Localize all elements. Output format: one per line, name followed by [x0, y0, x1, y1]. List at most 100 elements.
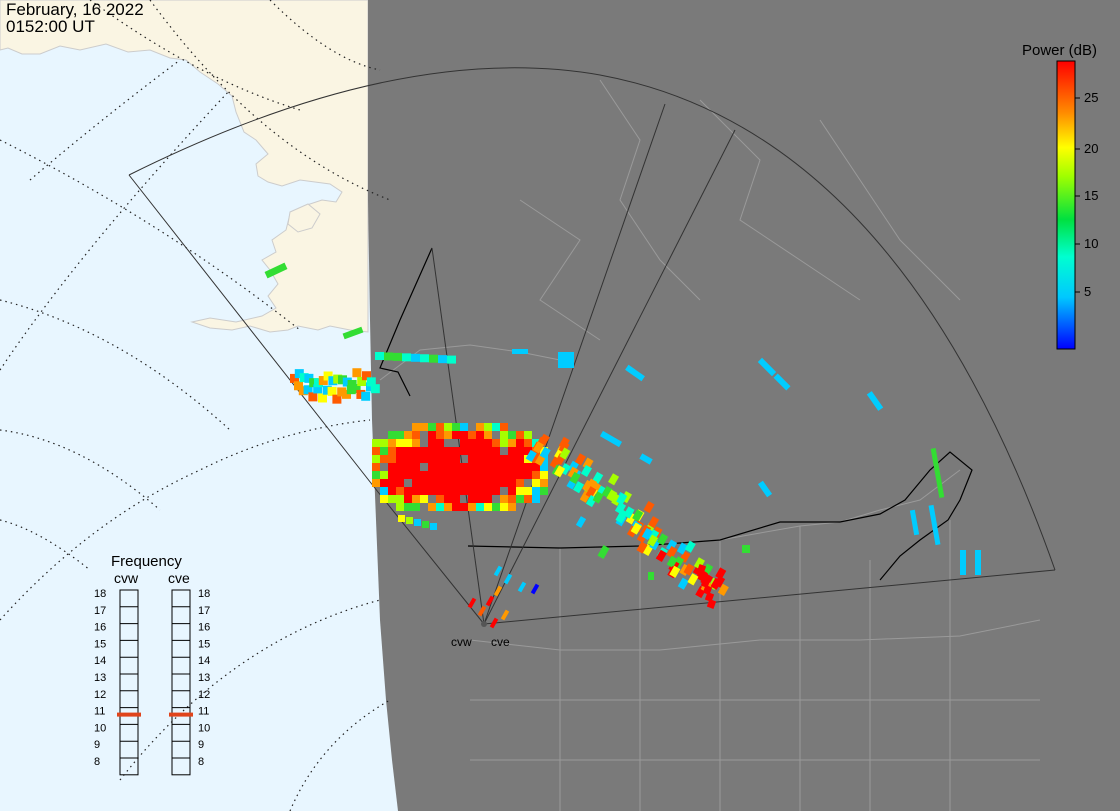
backscatter-cell: [318, 393, 327, 403]
backscatter-cell: [476, 487, 484, 495]
backscatter-cell: [342, 377, 352, 387]
backscatter-cell: [500, 423, 508, 431]
selected-frequency-marker: [117, 712, 141, 717]
backscatter-cell: [666, 555, 678, 568]
backscatter-cell: [298, 386, 308, 396]
frequency-level-label: 16: [198, 622, 210, 634]
backscatter-cell: [290, 373, 299, 383]
backscatter-cell: [372, 455, 380, 463]
backscatter-cell: [422, 521, 429, 528]
backscatter-cell: [717, 583, 729, 596]
backscatter-cell: [322, 385, 332, 395]
backscatter-cell: [327, 386, 337, 396]
backscatter-cell: [696, 564, 707, 574]
backscatter-cell: [362, 371, 371, 381]
backscatter-cell: [580, 464, 592, 477]
backscatter-cell: [428, 447, 436, 455]
backscatter-cell: [683, 563, 695, 576]
backscatter-cell: [710, 577, 722, 590]
backscatter-cell: [468, 447, 476, 455]
backscatter-cell: [909, 509, 920, 536]
frequency-level-label: 15: [94, 638, 106, 650]
backscatter-cell: [468, 463, 476, 471]
backscatter-cell: [318, 376, 328, 386]
backscatter-cell: [388, 431, 396, 439]
fov-divider-2: [483, 129, 736, 625]
frequency-column-box: [119, 589, 139, 776]
backscatter-cell: [702, 585, 713, 595]
backscatter-cell: [700, 578, 711, 588]
backscatter-cell: [639, 453, 653, 465]
backscatter-cell: [436, 439, 444, 447]
backscatter-cell: [643, 501, 655, 514]
backscatter-cell: [698, 571, 709, 581]
backscatter-cell: [460, 439, 468, 447]
frequency-title: Frequency: [111, 553, 182, 570]
backscatter-cell: [380, 439, 388, 447]
backscatter-cell: [508, 447, 516, 455]
backscatter-cell: [625, 364, 645, 382]
backscatter-cell: [460, 479, 468, 487]
backscatter-cell: [444, 423, 452, 431]
backscatter-cell: [516, 431, 524, 439]
backscatter-cell: [508, 431, 516, 439]
backscatter-cell: [632, 509, 644, 522]
backscatter-cell: [559, 447, 571, 460]
backscatter-cell: [468, 495, 476, 503]
backscatter-cell: [406, 517, 413, 524]
backscatter-cell: [532, 463, 540, 471]
backscatter-cell: [493, 585, 503, 597]
station-marker-cvw: [481, 621, 487, 627]
backscatter-cell: [484, 495, 492, 503]
backscatter-cell: [468, 455, 476, 463]
backscatter-cell: [666, 546, 678, 559]
backscatter-cell: [508, 503, 516, 511]
backscatter-cell: [444, 503, 452, 511]
backscatter-cell: [930, 447, 945, 499]
backscatter-cell: [438, 355, 447, 364]
backscatter-cell: [404, 503, 412, 511]
backscatter-cell: [492, 439, 500, 447]
backscatter-cell: [757, 480, 773, 498]
backscatter-cell: [452, 455, 460, 463]
backscatter-cell: [757, 357, 777, 377]
backscatter-cell: [516, 463, 524, 471]
backscatter-cell: [436, 447, 444, 455]
station-label-cve: cve: [491, 635, 510, 649]
backscatter-cell: [444, 487, 452, 495]
backscatter-cell: [372, 439, 380, 447]
backscatter-cell: [396, 455, 404, 463]
backscatter-cell: [384, 352, 393, 361]
backscatter-cell: [485, 595, 495, 607]
backscatter-cell: [538, 433, 550, 446]
backscatter-cell: [484, 447, 492, 455]
backscatter-cell: [524, 447, 532, 455]
freq-column-cvw: cvw: [114, 570, 139, 586]
backscatter-cell: [460, 471, 468, 479]
frequency-level-label: 9: [94, 739, 100, 751]
backscatter-cell: [428, 455, 436, 463]
backscatter-cell: [928, 504, 941, 546]
backscatter-cell: [484, 471, 492, 479]
backscatter-cell: [575, 516, 587, 528]
backscatter-cell: [380, 479, 388, 487]
backscatter-cell: [412, 503, 420, 511]
backscatter-cell: [411, 353, 420, 362]
backscatter-cell: [677, 577, 689, 590]
backscatter-cell: [396, 487, 404, 495]
backscatter-cell: [402, 353, 411, 362]
backscatter-cell: [420, 479, 428, 487]
backscatter-cell: [388, 487, 396, 495]
backscatter-cell: [370, 384, 380, 394]
frequency-level-label: 11: [198, 706, 209, 718]
timestamp-time: 0152:00 UT: [6, 17, 95, 36]
frequency-level-label: 10: [94, 722, 106, 734]
backscatter-cell: [388, 463, 396, 471]
backscatter-cell: [444, 455, 452, 463]
backscatter-cell: [508, 463, 516, 471]
backscatter-cell: [460, 463, 468, 471]
backscatter-cell: [460, 503, 468, 511]
backscatter-cell: [346, 385, 356, 395]
colorbar-tick-label: 25: [1084, 90, 1098, 105]
backscatter-cell: [532, 479, 540, 487]
